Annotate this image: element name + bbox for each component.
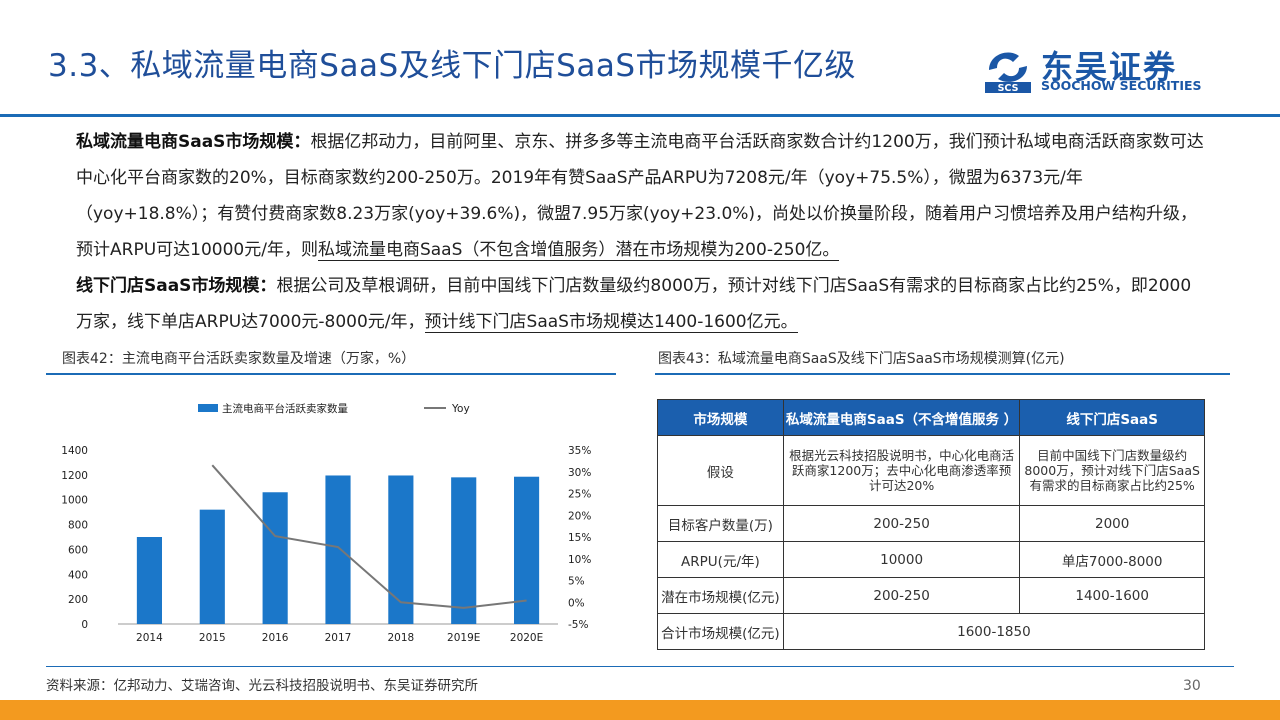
market-size-table: 市场规模 私域流量电商SaaS（不含增值服务 ） 线下门店SaaS 假设 根据光… bbox=[657, 399, 1206, 650]
bottom-accent-bar bbox=[0, 700, 1280, 720]
y-right-tick-label: 5% bbox=[568, 576, 585, 588]
table-cell: 200-250 bbox=[782, 505, 1021, 542]
bullet-conclusion: 私域流量电商SaaS（不包含增值服务）潜在市场规模为200-250亿。 bbox=[317, 240, 840, 261]
bullet-heading: 私域流量电商SaaS市场规模： bbox=[76, 132, 311, 152]
x-tick-label: 2019E bbox=[447, 632, 480, 644]
x-tick-label: 2014 bbox=[136, 632, 163, 644]
x-tick-label: 2020E bbox=[510, 632, 543, 644]
title-divider bbox=[0, 114, 1280, 117]
x-tick-label: 2018 bbox=[387, 632, 414, 644]
x-tick-label: 2016 bbox=[262, 632, 289, 644]
y-right-tick-label: 15% bbox=[568, 532, 591, 544]
y-left-tick-label: 1200 bbox=[61, 470, 88, 482]
table-cell-merged: 1600-1850 bbox=[782, 613, 1206, 650]
source-note: 资料来源：亿邦动力、艾瑞咨询、光云科技招股说明书、东吴证券研究所 bbox=[46, 678, 478, 694]
logo-english-name: SOOCHOW SECURITIES bbox=[1041, 78, 1202, 93]
yoy-line bbox=[211, 464, 527, 609]
logo-mark-icon: SCS bbox=[983, 44, 1033, 94]
y-left-tick-label: 1400 bbox=[61, 445, 88, 457]
table-cell: 2000 bbox=[1019, 505, 1205, 542]
figure43-caption: 图表43：私域流量电商SaaS及线下门店SaaS市场规模测算(亿元) bbox=[658, 351, 1065, 367]
table-row: 合计市场规模(亿元) 1600-1850 bbox=[657, 613, 1206, 650]
table-cell: 根据光云科技招股说明书，中心化电商活跃商家1200万；去中心化电商渗透率预计可达… bbox=[782, 435, 1021, 506]
figure42-caption: 图表42：主流电商平台活跃卖家数量及增速（万家，%） bbox=[62, 351, 416, 367]
bullet-offline-store-saas: 线下门店SaaS市场规模：根据公司及草根调研，目前中国线下门店数量级约8000万… bbox=[76, 268, 1206, 340]
table-cell: 200-250 bbox=[782, 577, 1021, 614]
x-tick-label: 2015 bbox=[199, 632, 226, 644]
table-row: ARPU(元/年) 10000 单店7000-8000 bbox=[657, 541, 1205, 578]
bar bbox=[262, 492, 288, 624]
y-left-tick-label: 0 bbox=[81, 619, 88, 631]
y-right-tick-label: 10% bbox=[568, 554, 591, 566]
x-tick-label: 2017 bbox=[325, 632, 352, 644]
y-right-tick-label: 0% bbox=[568, 597, 585, 609]
table-row: 假设 根据光云科技招股说明书，中心化电商活跃商家1200万；去中心化电商渗透率预… bbox=[657, 435, 1205, 506]
row-label: 合计市场规模(亿元) bbox=[657, 613, 784, 650]
bullet-body: 根据亿邦动力，目前阿里、京东、拼多多等主流电商平台活跃商家数合计约1200万，我… bbox=[76, 132, 1204, 260]
company-logo: SCS 东吴证券 SOOCHOW SECURITIES bbox=[983, 44, 1223, 94]
bar bbox=[199, 509, 225, 624]
y-right-tick-label: -5% bbox=[568, 619, 588, 631]
y-left-tick-label: 200 bbox=[68, 594, 88, 606]
y-right-tick-label: 20% bbox=[568, 510, 591, 522]
figure43-divider bbox=[655, 373, 1230, 375]
legend-line-label: Yoy bbox=[451, 403, 470, 415]
row-label: 目标客户数量(万) bbox=[657, 505, 784, 542]
logo-mark-text: SCS bbox=[998, 83, 1019, 94]
y-left-tick-label: 1000 bbox=[61, 495, 88, 507]
sellers-combo-chart: 0 200 400 600 800 1000 1200 1400 -5% 0% 5% 10% 15% 20… bbox=[61, 402, 591, 644]
y-right-tick-label: 35% bbox=[568, 445, 591, 457]
figure42-divider bbox=[46, 373, 616, 375]
y-right-tick-label: 30% bbox=[568, 467, 591, 479]
bar bbox=[325, 475, 351, 624]
bullet-heading: 线下门店SaaS市场规模： bbox=[76, 276, 277, 296]
table-cell: 10000 bbox=[782, 541, 1021, 578]
table-header-cell: 线下门店SaaS bbox=[1019, 399, 1205, 436]
table-cell: 1400-1600 bbox=[1019, 577, 1205, 614]
table-row: 潜在市场规模(亿元) 200-250 1400-1600 bbox=[657, 577, 1205, 614]
table-header-row: 市场规模 私域流量电商SaaS（不含增值服务 ） 线下门店SaaS bbox=[657, 399, 1205, 436]
y-left-tick-label: 400 bbox=[68, 569, 88, 581]
table-cell: 单店7000-8000 bbox=[1019, 541, 1205, 578]
y-left-tick-label: 800 bbox=[68, 520, 88, 532]
bullet-body: 根据公司及草根调研，目前中国线下门店数量级约8000万，预计对线下门店SaaS有… bbox=[76, 276, 1192, 332]
row-label: ARPU(元/年) bbox=[657, 541, 784, 578]
row-label: 潜在市场规模(亿元) bbox=[657, 577, 784, 614]
logo-chinese-name: 东吴证券 bbox=[1041, 48, 1178, 86]
page-number: 30 bbox=[1183, 678, 1201, 694]
y-left-tick-label: 600 bbox=[68, 544, 88, 556]
legend-bar-swatch bbox=[198, 404, 218, 412]
bar bbox=[388, 475, 414, 624]
table-header-cell: 市场规模 bbox=[657, 399, 784, 436]
table-row: 目标客户数量(万) 200-250 2000 bbox=[657, 505, 1205, 542]
bar bbox=[451, 477, 477, 624]
y-right-tick-label: 25% bbox=[568, 489, 591, 501]
bar bbox=[514, 476, 540, 624]
row-label: 假设 bbox=[657, 435, 784, 506]
bullet-conclusion: 预计线下门店SaaS市场规模达1400-1600亿元。 bbox=[424, 312, 798, 333]
legend-bar-label: 主流电商平台活跃卖家数量 bbox=[222, 402, 348, 415]
bar bbox=[136, 537, 162, 624]
bullet-private-traffic-saas: 私域流量电商SaaS市场规模：根据亿邦动力，目前阿里、京东、拼多多等主流电商平台… bbox=[76, 124, 1206, 268]
page-title: 3.3、私域流量电商SaaS及线下门店SaaS市场规模千亿级 bbox=[48, 48, 856, 84]
footer-divider bbox=[46, 666, 1234, 667]
table-cell: 目前中国线下门店数量级约8000万，预计对线下门店SaaS有需求的目标商家占比约… bbox=[1019, 435, 1205, 506]
table-header-cell: 私域流量电商SaaS（不含增值服务 ） bbox=[782, 399, 1021, 436]
